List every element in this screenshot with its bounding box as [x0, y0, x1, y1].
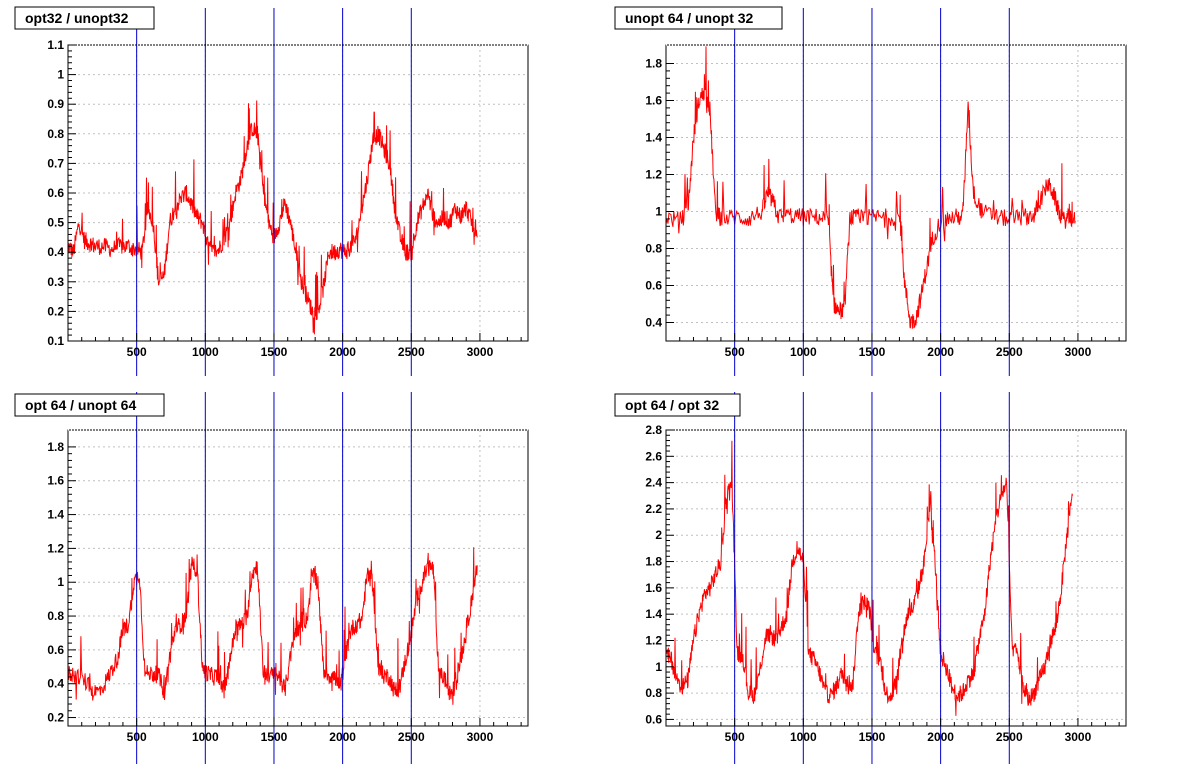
y-tick-label: 1.2	[645, 633, 662, 647]
y-tick-label: 1	[655, 205, 662, 219]
data-series-line	[67, 100, 478, 335]
y-tick-label: 1.6	[47, 474, 64, 488]
y-tick-label: 1.6	[645, 94, 662, 108]
y-tick-label: 2.6	[645, 449, 662, 463]
x-tick-label: 2500	[996, 345, 1023, 359]
x-tick-label: 3000	[1065, 730, 1092, 744]
x-tick-label: 2000	[329, 730, 356, 744]
chart-title: opt32 / unopt32	[25, 10, 129, 26]
y-tick-label: 1.4	[47, 508, 64, 522]
x-tick-label: 500	[127, 730, 147, 744]
y-tick-label: 1	[655, 660, 662, 674]
y-tick-label: 0.4	[47, 245, 64, 259]
plot-frame	[665, 44, 1127, 342]
y-tick-label: 0.6	[47, 186, 64, 200]
y-tick-label: 1.4	[645, 607, 662, 621]
x-tick-label: 500	[725, 345, 745, 359]
plot-frame	[67, 429, 529, 727]
y-tick-label: 0.9	[47, 97, 64, 111]
x-tick-label: 1000	[192, 345, 219, 359]
y-tick-label: 2.4	[645, 476, 662, 490]
x-tick-label: 2500	[398, 730, 425, 744]
chart-panel-4: 0.6 0.8 1 1.2 1.4 1.6 1.8 2 2.2 2.4 2.6 2.8 500 1000 1…	[614, 392, 1127, 764]
data-series-line	[665, 440, 1073, 716]
chart-title: unopt 64 / unopt 32	[625, 10, 754, 26]
x-tick-label: 2500	[996, 730, 1023, 744]
x-tick-label: 2000	[927, 345, 954, 359]
x-tick-label: 1500	[261, 730, 288, 744]
chart-title-box	[614, 393, 741, 417]
y-tick-label: 0.3	[47, 275, 64, 289]
plot-frame	[665, 429, 1127, 727]
data-series-line	[67, 547, 478, 705]
x-tick-label: 2000	[329, 345, 356, 359]
y-tick-label: 1.8	[645, 555, 662, 569]
y-tick-label: 0.8	[645, 686, 662, 700]
x-tick-label: 3000	[467, 345, 494, 359]
y-tick-label: 0.4	[47, 677, 64, 691]
x-tick-label: 2500	[398, 345, 425, 359]
y-tick-label: 0.6	[47, 643, 64, 657]
x-tick-label: 3000	[1065, 345, 1092, 359]
x-tick-label: 1000	[790, 345, 817, 359]
y-tick-label: 1.4	[645, 131, 662, 145]
chart-panel-2: 0.4 0.6 0.8 1 1.2 1.4 1.6 1.8 500 1000 1500 2000 250…	[614, 6, 1127, 376]
y-tick-label: 0.8	[645, 242, 662, 256]
chart-title-box	[614, 6, 783, 30]
x-tick-label: 1000	[192, 730, 219, 744]
chart-title-box	[14, 6, 155, 30]
x-tick-label: 1000	[790, 730, 817, 744]
chart-panel-3: 0.2 0.4 0.6 0.8 1 1.2 1.4 1.6 1.8 500 1000 1500 2000…	[14, 392, 529, 764]
y-tick-label: 0.2	[47, 711, 64, 725]
y-tick-label: 0.1	[47, 334, 64, 348]
x-tick-label: 1500	[859, 345, 886, 359]
y-tick-label: 0.8	[47, 609, 64, 623]
x-tick-label: 500	[725, 730, 745, 744]
y-tick-label: 1.6	[645, 581, 662, 595]
chart-title-box	[14, 393, 165, 417]
y-tick-label: 0.8	[47, 127, 64, 141]
y-tick-label: 0.5	[47, 216, 64, 230]
y-tick-label: 1	[57, 68, 64, 82]
x-tick-label: 1500	[261, 345, 288, 359]
y-tick-label: 0.7	[47, 156, 64, 170]
x-tick-label: 500	[127, 345, 147, 359]
y-tick-label: 2.8	[645, 423, 662, 437]
chart-title: opt 64 / unopt 64	[25, 397, 136, 413]
x-tick-label: 2000	[927, 730, 954, 744]
y-tick-label: 1.8	[645, 57, 662, 71]
y-tick-label: 2	[655, 528, 662, 542]
y-tick-label: 1	[57, 575, 64, 589]
y-tick-label: 1.2	[47, 541, 64, 555]
y-tick-label: 0.2	[47, 304, 64, 318]
x-tick-label: 1500	[859, 730, 886, 744]
y-tick-label: 0.4	[645, 316, 662, 330]
y-tick-label: 2.2	[645, 502, 662, 516]
y-tick-label: 1.1	[47, 38, 64, 52]
y-tick-label: 1.8	[47, 440, 64, 454]
y-tick-label: 0.6	[645, 279, 662, 293]
y-tick-label: 1.2	[645, 168, 662, 182]
chart-panel-1: 0.1 0.2 0.3 0.4 0.5 0.6 0.7 0.8 0.9 1 1.1 500 1000 15…	[14, 6, 529, 376]
data-series-line	[665, 46, 1076, 329]
x-tick-label: 3000	[467, 730, 494, 744]
y-tick-label: 0.6	[645, 712, 662, 726]
chart-title: opt 64 / opt 32	[625, 397, 719, 413]
